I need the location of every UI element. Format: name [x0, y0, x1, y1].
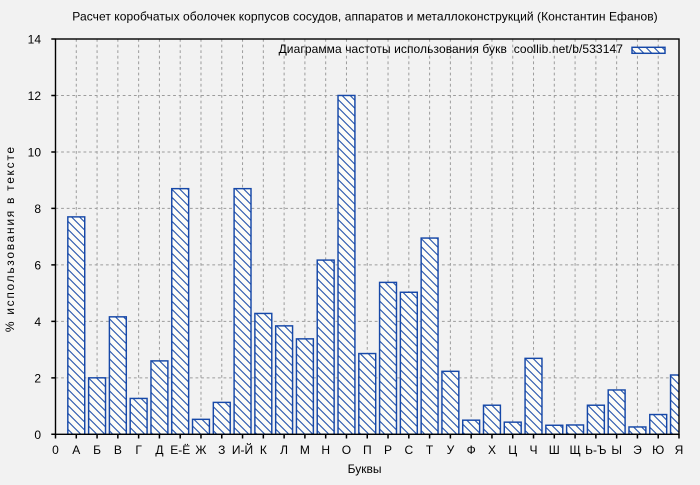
svg-text:8: 8 [34, 202, 41, 216]
svg-text:Ж: Ж [195, 443, 206, 457]
svg-text:З: З [218, 443, 225, 457]
svg-text:% использования в тексте: % использования в тексте [3, 145, 17, 332]
svg-text:Буквы: Буквы [348, 462, 382, 476]
svg-text:4: 4 [34, 315, 41, 329]
svg-text:К: К [260, 443, 267, 457]
svg-text:П: П [363, 443, 372, 457]
svg-text:Ц: Ц [508, 443, 517, 457]
svg-text:Ю: Ю [652, 443, 664, 457]
svg-text:М: М [300, 443, 310, 457]
svg-text:0: 0 [52, 443, 59, 457]
svg-text:10: 10 [28, 146, 42, 160]
svg-text:Ь-Ъ: Ь-Ъ [585, 443, 606, 457]
svg-text:Щ: Щ [569, 443, 580, 457]
svg-text:Я: Я [675, 443, 684, 457]
svg-text:Т: Т [426, 443, 434, 457]
svg-text:Ф: Ф [467, 443, 476, 457]
svg-text:Ч: Ч [530, 443, 538, 457]
svg-text:Г: Г [135, 443, 142, 457]
svg-text:Расчет коробчатых оболочек кор: Расчет коробчатых оболочек корпусов сосу… [72, 10, 657, 24]
svg-text:Б: Б [93, 443, 101, 457]
svg-text:Ш: Ш [549, 443, 560, 457]
svg-text:0: 0 [34, 428, 41, 442]
svg-text:Е-Ё: Е-Ё [170, 443, 190, 457]
svg-text:Р: Р [384, 443, 392, 457]
svg-text:Х: Х [488, 443, 496, 457]
svg-text:12: 12 [28, 89, 42, 103]
svg-text:С: С [404, 443, 413, 457]
svg-text:Д: Д [155, 443, 163, 457]
svg-text:Л: Л [280, 443, 288, 457]
svg-text:О: О [342, 443, 351, 457]
svg-text:В: В [114, 443, 122, 457]
svg-text:А: А [72, 443, 80, 457]
svg-text:6: 6 [34, 258, 41, 272]
svg-text:Диаграмма частоты использовани: Диаграмма частоты использования букв coo… [279, 42, 624, 56]
svg-text:14: 14 [28, 33, 42, 47]
svg-text:Ы: Ы [611, 443, 622, 457]
svg-text:У: У [447, 443, 455, 457]
svg-text:Э: Э [633, 443, 642, 457]
svg-text:И-Й: И-Й [232, 442, 253, 457]
svg-text:Н: Н [321, 443, 330, 457]
svg-text:2: 2 [34, 371, 41, 385]
